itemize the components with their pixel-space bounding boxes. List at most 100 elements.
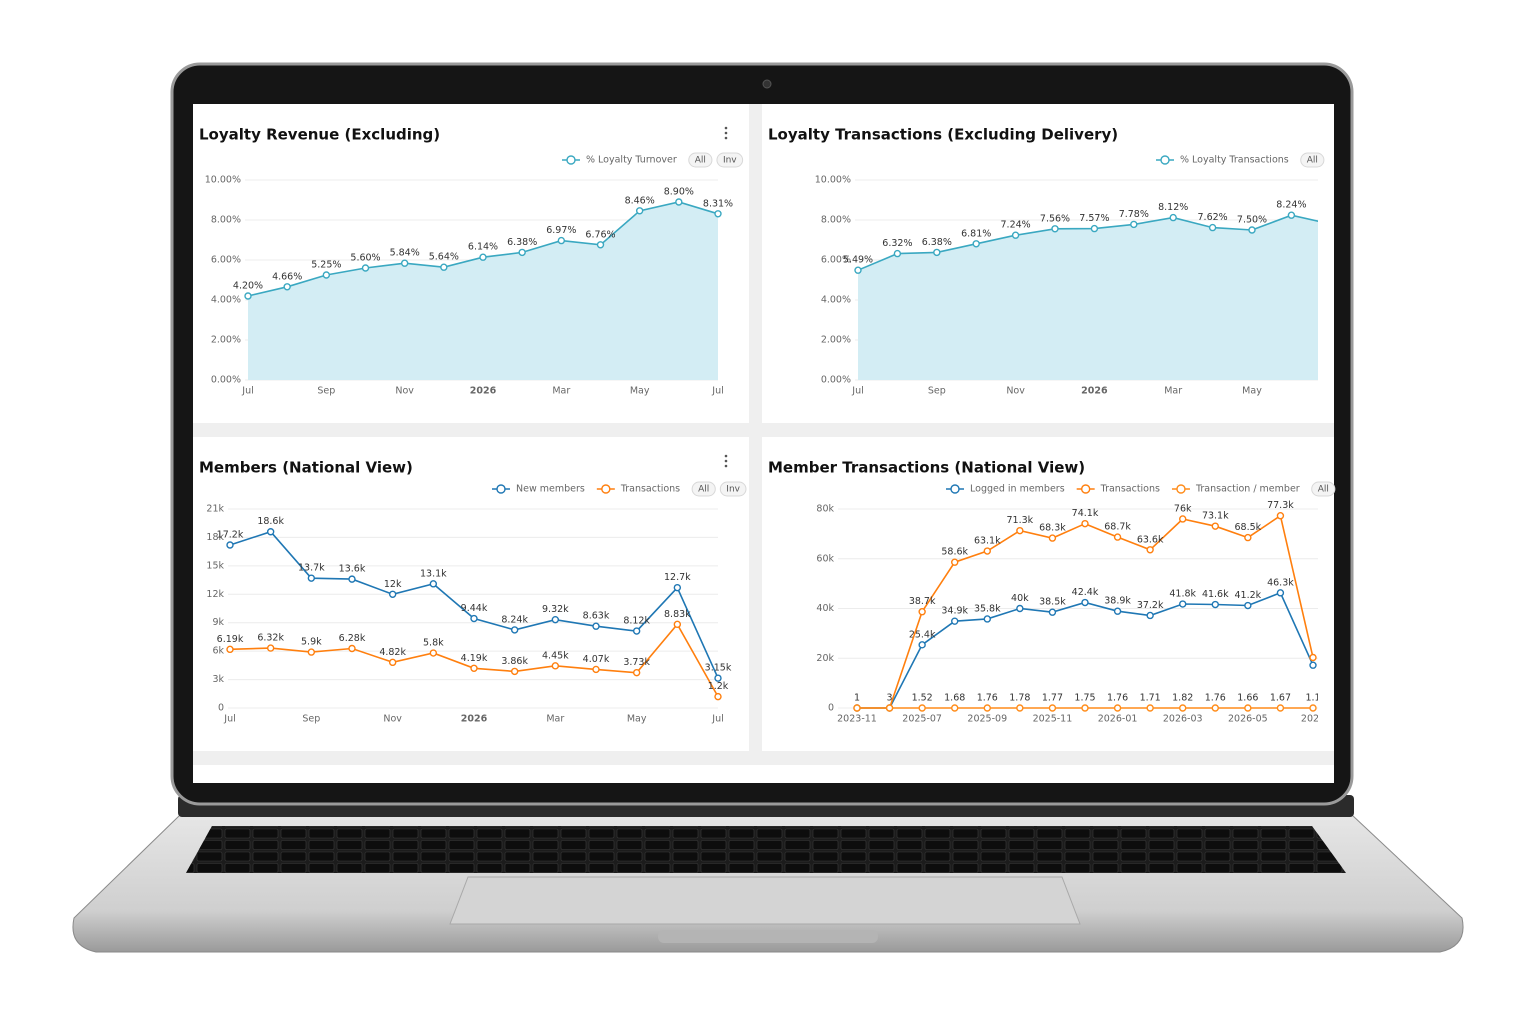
filter-button-label[interactable]: All: [698, 485, 709, 495]
data-point: [322, 271, 331, 279]
data-point: [400, 259, 409, 267]
x-tick-label: 2026: [461, 714, 488, 725]
data-point: [1244, 533, 1252, 542]
value-label: 1.75: [1074, 692, 1095, 703]
value-label: 13.1k: [420, 568, 447, 579]
chart: 0 3k 6k 9k 12k 15k 18k 21k Jul Sep Nov 2026 Mar May Ju…: [206, 504, 731, 725]
chart: 0.00% 2.00% 4.00% 6.00% 8.00% 10.00% Jul Sep Nov…: [205, 175, 733, 397]
filter-button[interactable]: [688, 152, 713, 168]
x-tick-label: Jul: [711, 386, 723, 397]
filter-button-label[interactable]: Inv: [726, 485, 740, 495]
card: [762, 437, 1334, 751]
value-label: 8.90%: [664, 187, 694, 198]
value-label: 4.07k: [583, 654, 610, 665]
value-label: 9.44k: [461, 603, 488, 614]
value-label: 7.78%: [1119, 209, 1149, 220]
value-label: 17.2k: [217, 530, 244, 541]
legend-label[interactable]: % Loyalty Turnover: [586, 155, 677, 166]
data-point: [854, 266, 862, 274]
value-label: 38.7k: [909, 596, 936, 607]
data-point: [388, 590, 397, 598]
value-label: 5.84%: [390, 248, 420, 259]
value-label: 6.81%: [961, 228, 991, 239]
data-point: [1208, 223, 1217, 232]
value-label: 7.57%: [1079, 213, 1109, 224]
kebab-menu[interactable]: [724, 454, 728, 468]
data-point: [1081, 598, 1089, 607]
data-point: [1048, 704, 1057, 712]
value-label: 1.76: [1107, 692, 1128, 703]
data-point: [1179, 515, 1187, 523]
filter-button-label[interactable]: All: [695, 156, 706, 166]
y-tick-label: 6.00%: [211, 255, 241, 266]
camera: [762, 79, 772, 89]
data-point: [266, 528, 275, 536]
value-label: 58.6k: [941, 547, 968, 558]
value-label: 5.9k: [301, 637, 322, 648]
value-label: 6.32%: [882, 238, 912, 249]
data-point: [470, 614, 478, 623]
legend-label[interactable]: Logged in members: [970, 484, 1065, 495]
filter-button-label[interactable]: Inv: [723, 156, 737, 166]
value-label: 3.15k: [705, 663, 732, 674]
chart-chrome: Loyalty Revenue (Excluding) % Loyalty Tur…: [199, 126, 744, 168]
legend-label[interactable]: Transactions: [620, 484, 680, 495]
x-tick-label: 2026: [1081, 386, 1108, 397]
data-point: [440, 263, 448, 271]
legend-label[interactable]: Transactions: [1100, 484, 1160, 495]
data-point: [632, 627, 641, 635]
x-tick-label: 2026: [1301, 714, 1325, 725]
data-point: [983, 615, 991, 623]
data-point: [429, 580, 438, 588]
filter-button[interactable]: [691, 481, 716, 497]
value-label: 6.28k: [339, 633, 366, 644]
data-point: [1016, 604, 1024, 613]
x-tick-label: 2026-01: [1098, 714, 1138, 725]
value-label: 6.14%: [468, 242, 498, 253]
value-label: 4.45k: [542, 650, 569, 661]
legend-swatch: [601, 484, 611, 494]
filter-button-label[interactable]: All: [1318, 485, 1329, 495]
filter-button[interactable]: [719, 481, 747, 497]
data-point: [1244, 601, 1252, 610]
front-notch: [658, 930, 878, 943]
y-tick-label: 6.00%: [821, 255, 851, 266]
x-tick-label: Mar: [1164, 386, 1182, 397]
filter-button[interactable]: [716, 152, 744, 168]
value-label: 6.32k: [257, 633, 284, 644]
kebab-menu[interactable]: [724, 126, 728, 140]
data-point: [1179, 704, 1187, 712]
legend-label[interactable]: % Loyalty Transactions: [1180, 155, 1289, 166]
data-point: [226, 645, 234, 654]
value-label: 8.83k: [664, 609, 691, 620]
value-label: 41.8k: [1169, 589, 1196, 600]
data-point: [983, 704, 991, 712]
chart-title: Loyalty Revenue (Excluding): [199, 126, 440, 144]
data-point: [1113, 533, 1122, 541]
data-point: [885, 704, 894, 712]
filter-button-label[interactable]: All: [1307, 156, 1318, 166]
data-point: [673, 583, 682, 592]
value-label: 8.63k: [583, 611, 610, 622]
legend-label[interactable]: Transaction / member: [1195, 484, 1300, 495]
data-point: [673, 620, 682, 629]
value-label: 3.86k: [501, 656, 528, 667]
legend-label[interactable]: New members: [516, 484, 585, 495]
value-label: 35.8k: [974, 603, 1001, 614]
chart-title: Members (National View): [199, 459, 413, 477]
value-label: 1.78: [1009, 692, 1030, 703]
value-label: 71.3k: [1007, 515, 1034, 526]
legend-swatch: [496, 484, 506, 494]
trackpad: [449, 876, 1081, 925]
data-point: [592, 665, 600, 674]
chart-chrome: Members (National View) New members Transa…: [199, 459, 747, 497]
x-tick-label: Jul: [223, 714, 235, 725]
data-point: [1048, 608, 1057, 616]
filter-button[interactable]: [1311, 481, 1336, 497]
x-tick-label: Jul: [711, 714, 723, 725]
data-point: [951, 617, 959, 625]
value-label: 12.7k: [664, 572, 691, 583]
data-point: [714, 692, 722, 701]
filter-button[interactable]: [1300, 152, 1325, 168]
